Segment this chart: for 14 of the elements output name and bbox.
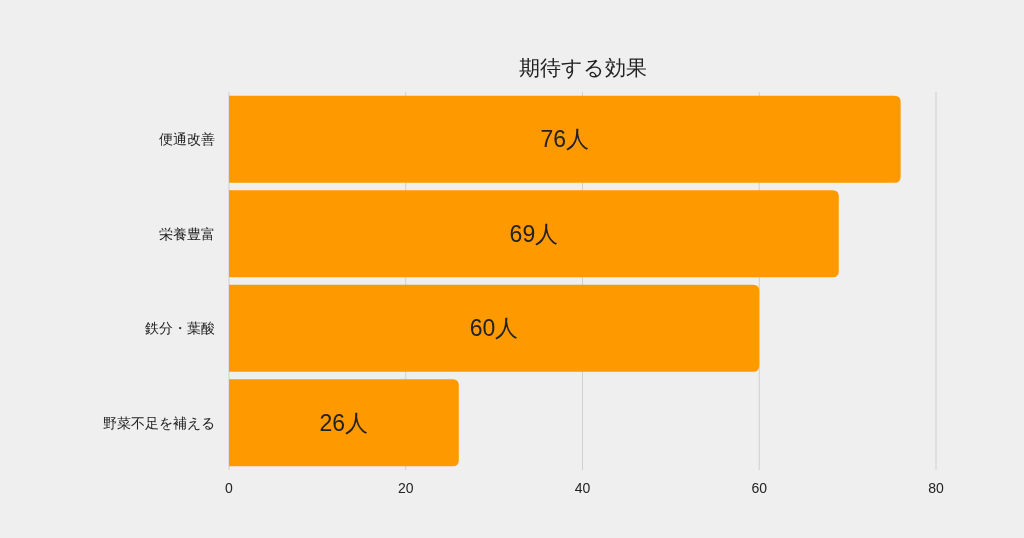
y-tick-label: 便通改善 [159, 131, 215, 148]
x-tick-label: 40 [574, 480, 591, 496]
data-label: 60人 [469, 315, 519, 342]
y-tick-label: 野菜不足を補える [103, 414, 215, 431]
data-label: 69人 [509, 220, 559, 247]
data-label: 26人 [319, 409, 369, 436]
x-tick-label: 60 [751, 480, 768, 496]
chart-title: 期待する効果 [518, 56, 647, 79]
data-label: 76人 [540, 126, 590, 153]
y-tick-label: 鉄分・葉酸 [145, 320, 215, 337]
y-tick-label: 栄養豊富 [159, 225, 215, 242]
x-tick-label: 80 [928, 480, 944, 496]
x-tick-label: 0 [225, 480, 234, 496]
x-tick-label: 20 [397, 480, 414, 496]
